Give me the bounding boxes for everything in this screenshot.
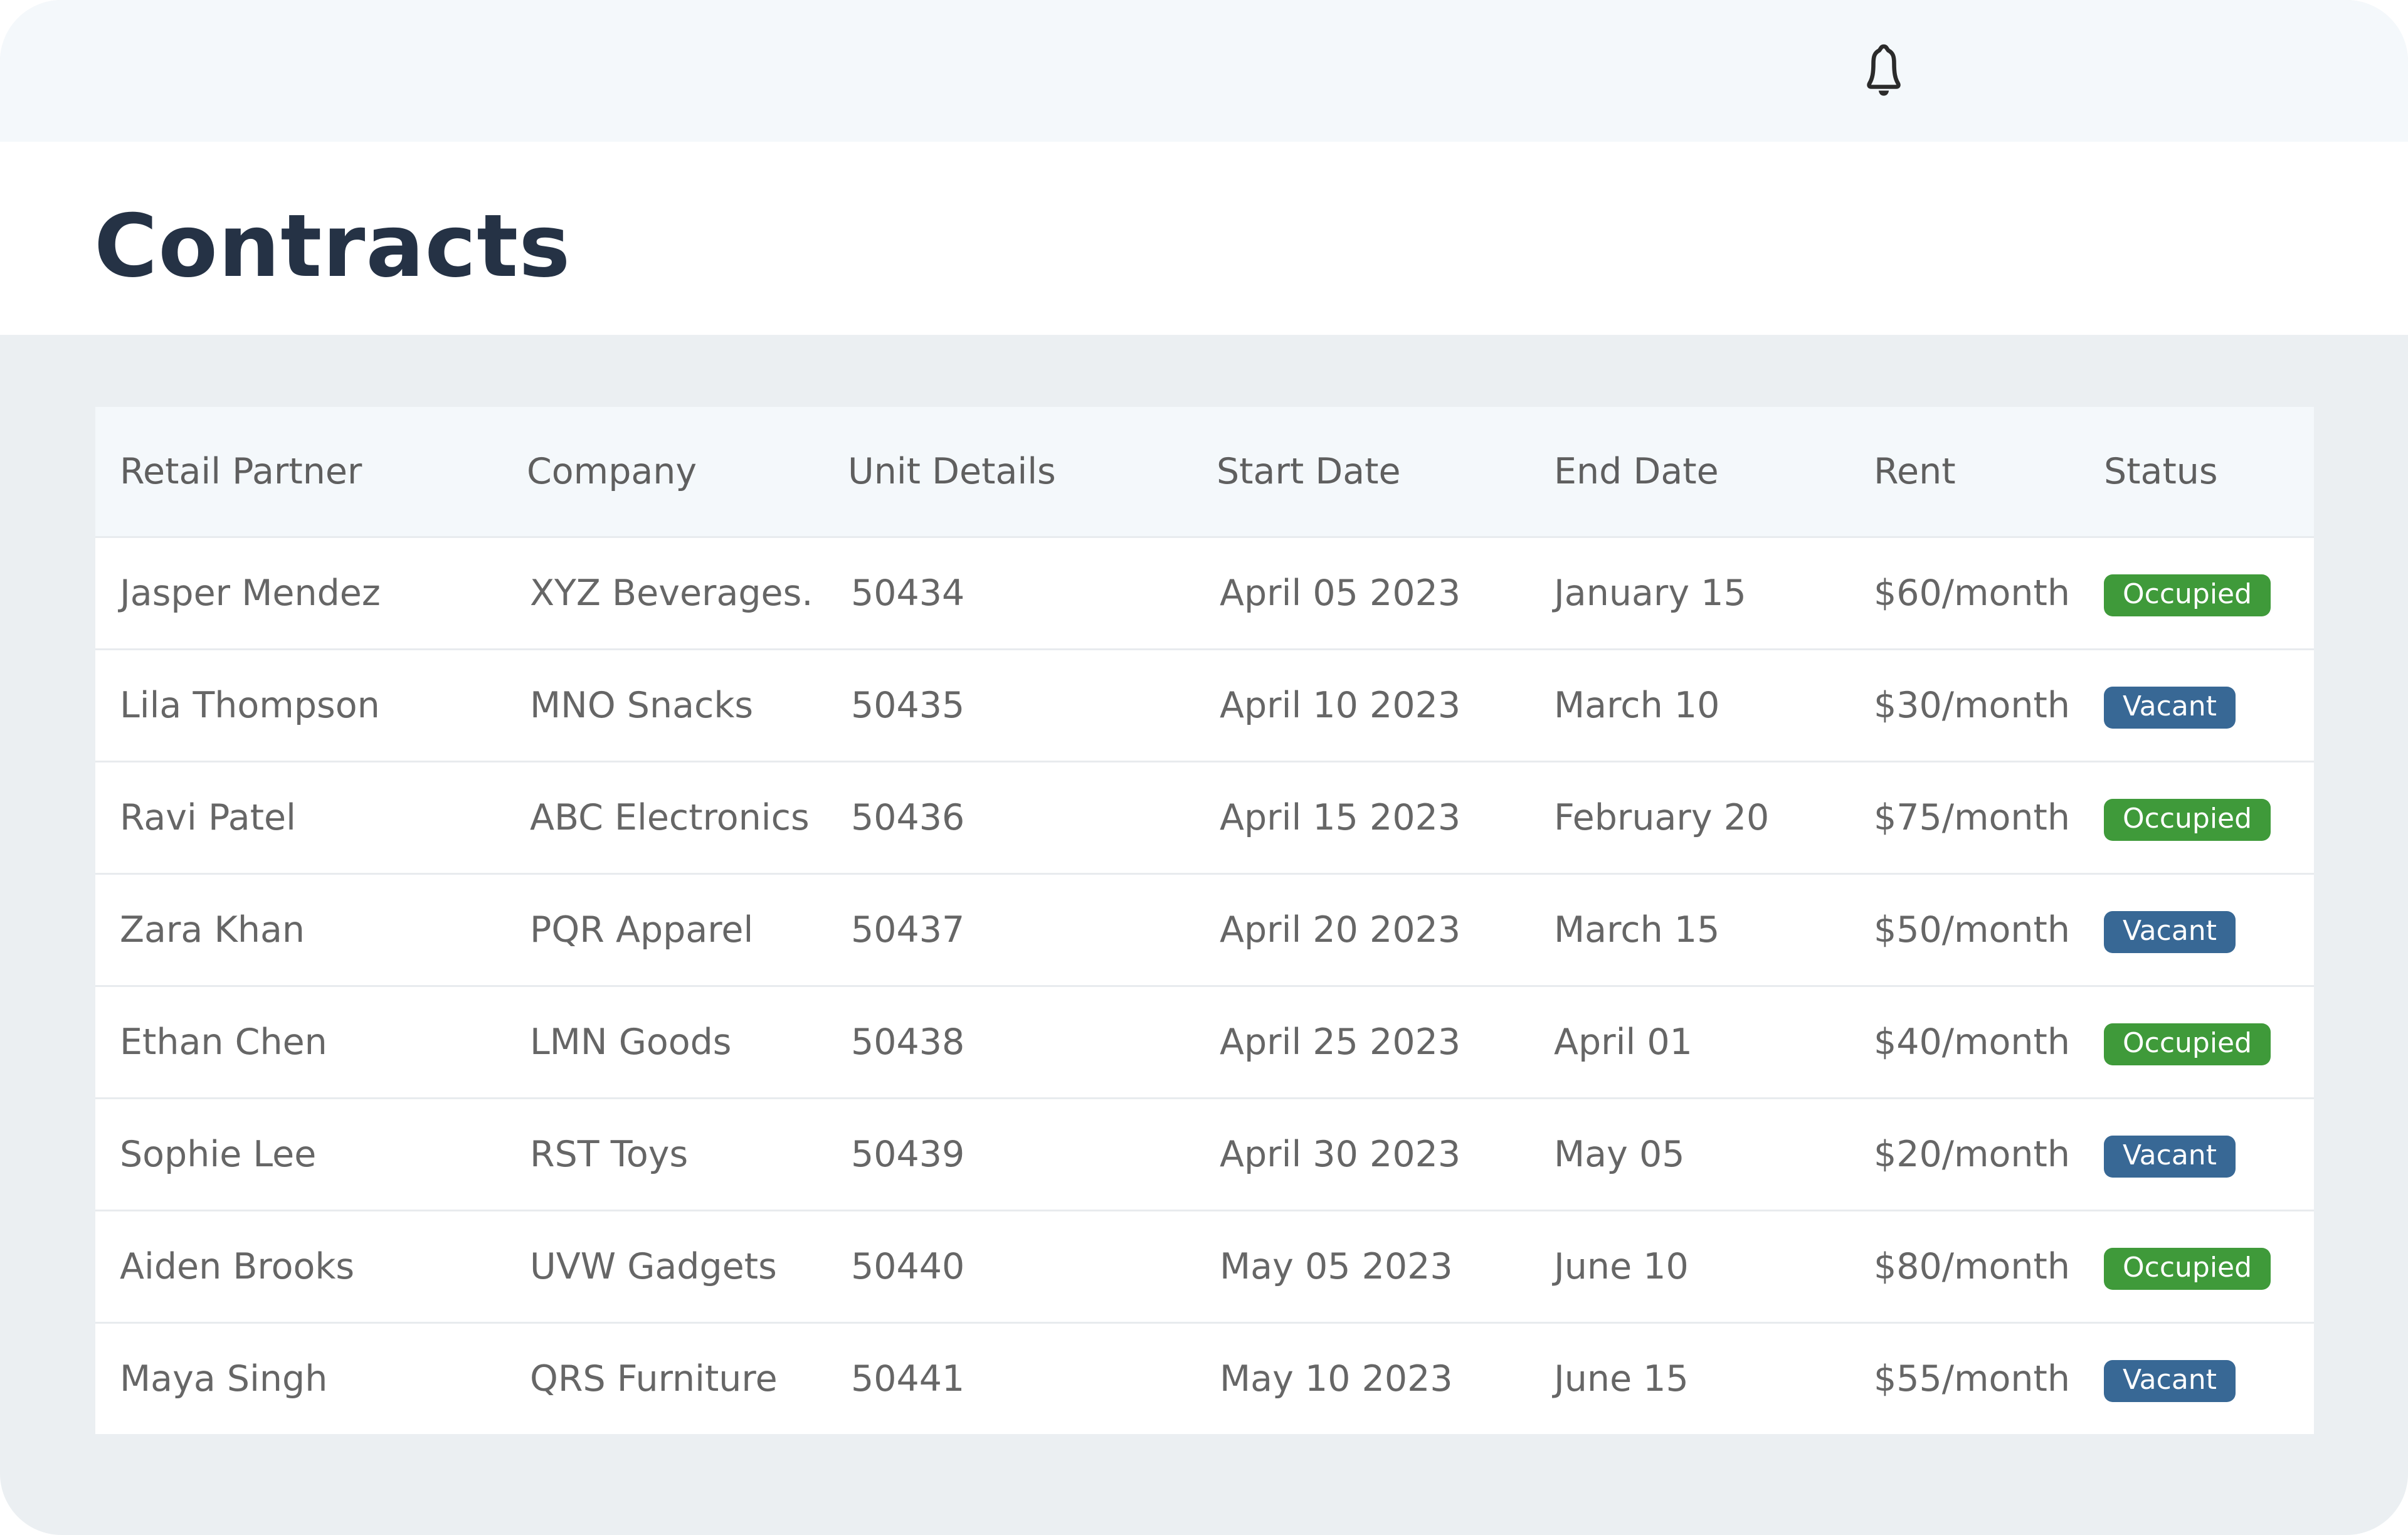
cell-end-date: April 01 [1554,1021,1692,1063]
cell-end-date: March 15 [1554,909,1720,951]
cell-end-date: March 10 [1554,685,1720,726]
status-badge: Occupied [2104,1247,2271,1290]
table-row[interactable]: Jasper Mendez XYZ Beverages. 50434 April 05… [95,536,2314,648]
table-row[interactable]: Lila Thompson MNO Snacks 50435 April 10 202… [95,648,2314,761]
cell-rent: $30/month [1874,685,2070,726]
cell-company: LMN Goods [530,1021,732,1063]
status-badge: Occupied [2104,798,2271,841]
cell-rent: $20/month [1874,1134,2070,1175]
status-badge: Occupied [2104,1023,2271,1065]
cell-retail-partner: Lila Thompson [120,685,380,726]
cell-unit-details: 50441 [851,1358,965,1400]
cell-start-date: April 20 2023 [1220,909,1461,951]
column-header-rent[interactable]: Rent [1874,451,1956,492]
cell-end-date: February 20 [1554,797,1770,838]
cell-start-date: April 15 2023 [1220,797,1461,838]
cell-end-date: June 10 [1554,1246,1689,1287]
cell-status: Occupied [2104,571,2314,616]
table-row[interactable]: Ravi Patel ABC Electronics 50436 April 15 2… [95,761,2314,873]
cell-status: Vacant [2104,1356,2314,1402]
cell-retail-partner: Ravi Patel [120,797,296,838]
cell-start-date: April 10 2023 [1220,685,1461,726]
cell-retail-partner: Maya Singh [120,1358,328,1400]
cell-status: Vacant [2104,683,2314,729]
cell-rent: $80/month [1874,1246,2070,1287]
cell-rent: $50/month [1874,909,2070,951]
cell-unit-details: 50435 [851,685,965,726]
table-row[interactable]: Maya Singh QRS Furniture 50441 May 10 2023 J… [95,1322,2314,1434]
bell-icon[interactable] [1857,43,1910,103]
column-header-unit-details[interactable]: Unit Details [848,451,1056,492]
status-badge: Vacant [2104,686,2236,729]
cell-company: MNO Snacks [530,685,754,726]
column-header-end-date[interactable]: End Date [1554,451,1719,492]
cell-status: Occupied [2104,1244,2314,1290]
cell-company: QRS Furniture [530,1358,778,1400]
status-badge: Vacant [2104,910,2236,953]
cell-rent: $60/month [1874,572,2070,614]
cell-rent: $40/month [1874,1021,2070,1063]
cell-retail-partner: Jasper Mendez [120,572,381,614]
cell-retail-partner: Ethan Chen [120,1021,327,1063]
cell-company: RST Toys [530,1134,689,1175]
cell-company: ABC Electronics [530,797,810,838]
cell-company: PQR Apparel [530,909,754,951]
cell-company: XYZ Beverages. [530,572,813,614]
cell-status: Occupied [2104,795,2314,841]
table-row[interactable]: Sophie Lee RST Toys 50439 April 30 2023 May … [95,1097,2314,1210]
column-header-company[interactable]: Company [527,451,697,492]
cell-unit-details: 50440 [851,1246,965,1287]
status-badge: Occupied [2104,574,2271,616]
cell-unit-details: 50437 [851,909,965,951]
cell-end-date: January 15 [1554,572,1746,614]
cell-retail-partner: Zara Khan [120,909,305,951]
cell-status: Occupied [2104,1020,2314,1065]
column-header-status[interactable]: Status [2104,451,2218,492]
cell-unit-details: 50438 [851,1021,965,1063]
status-badge: Vacant [2104,1359,2236,1402]
title-bar: Contracts [0,142,2408,335]
cell-unit-details: 50439 [851,1134,965,1175]
cell-retail-partner: Sophie Lee [120,1134,317,1175]
cell-end-date: June 15 [1554,1358,1689,1400]
cell-company: UVW Gadgets [530,1246,777,1287]
cell-start-date: April 30 2023 [1220,1134,1461,1175]
cell-start-date: April 05 2023 [1220,572,1461,614]
page-title: Contracts [94,196,571,297]
top-bar [0,0,2408,142]
cell-start-date: April 25 2023 [1220,1021,1461,1063]
table-row[interactable]: Zara Khan PQR Apparel 50437 April 20 2023 Ma… [95,873,2314,985]
cell-status: Vacant [2104,1132,2314,1178]
column-header-start-date[interactable]: Start Date [1217,451,1401,492]
cell-unit-details: 50434 [851,572,965,614]
status-badge: Vacant [2104,1135,2236,1178]
cell-rent: $75/month [1874,797,2070,838]
cell-start-date: May 10 2023 [1220,1358,1453,1400]
cell-retail-partner: Aiden Brooks [120,1246,355,1287]
cell-end-date: May 05 [1554,1134,1685,1175]
cell-status: Vacant [2104,907,2314,953]
cell-start-date: May 05 2023 [1220,1246,1453,1287]
column-header-retail-partner[interactable]: Retail Partner [120,451,362,492]
table-header: Retail Partner Company Unit Details Start D… [95,407,2314,536]
table-row[interactable]: Aiden Brooks UVW Gadgets 50440 May 05 2023 J… [95,1210,2314,1322]
table-row[interactable]: Ethan Chen LMN Goods 50438 April 25 2023 Apr… [95,985,2314,1097]
cell-unit-details: 50436 [851,797,965,838]
contracts-table: Retail Partner Company Unit Details Start D… [95,407,2314,1434]
cell-rent: $55/month [1874,1358,2070,1400]
